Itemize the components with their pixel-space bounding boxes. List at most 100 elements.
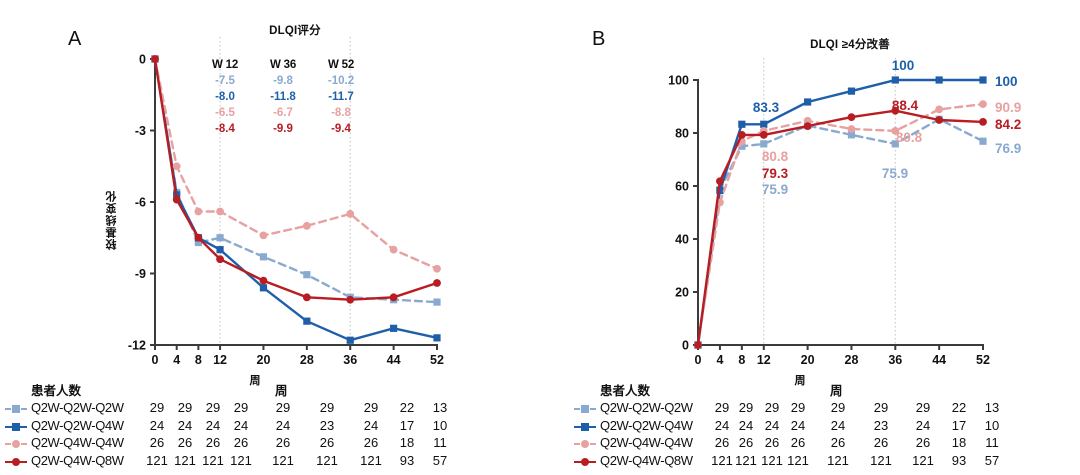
patient-count-cell: 26 xyxy=(714,435,730,450)
patient-count-cell: 26 xyxy=(790,435,806,450)
annotation-row: -8.0 -11.8 -11.7 xyxy=(196,90,370,106)
panel-b-point-label: 88.4 xyxy=(892,98,919,113)
patient-count-row: Q2W-Q2W-Q4W 24 24 24 24 24 23 24 17 10 xyxy=(0,418,540,436)
svg-text:52: 52 xyxy=(430,353,444,367)
panel-a-title: DLQI评分 xyxy=(269,25,321,37)
svg-text:44: 44 xyxy=(387,353,401,367)
patient-count-cell: 26 xyxy=(915,435,931,450)
patient-count-cell: 26 xyxy=(873,435,889,450)
patient-count-cell: 29 xyxy=(714,400,730,415)
patient-count-cell: 24 xyxy=(915,417,931,433)
patient-count-cell: 24 xyxy=(275,417,291,433)
patient-count-x-label: 周 xyxy=(830,384,843,398)
panel-b-title: DLQI ≥4分改善 xyxy=(810,39,890,51)
panel-a-annotation-table: W 12 W 36 W 52 -7.5 -9.8 -10.2 -8.0 -11.8 -11.7-… xyxy=(196,58,370,138)
annotation-value: -7.5 xyxy=(215,75,235,87)
patient-count-title: 患者人数 xyxy=(600,384,651,398)
legend-label-3: Q2W-Q4W-Q4W xyxy=(31,435,124,450)
annotation-value: -8.8 xyxy=(331,107,351,119)
patient-count-cell: 26 xyxy=(363,435,379,450)
svg-text:52: 52 xyxy=(976,353,990,367)
legend-marker-2 xyxy=(5,422,27,431)
panel-b-point-label: 83.3 xyxy=(753,100,780,115)
patient-count-cell: 29 xyxy=(830,400,846,415)
panel-b-point-label: 80.8 xyxy=(896,130,923,145)
patient-count-row: Q2W-Q2W-Q2W 29 29 29 29 29 29 29 22 13 xyxy=(0,400,540,418)
patient-count-cell: 121 xyxy=(272,452,294,468)
panel-b-patient-count-table: 患者人数周 Q2W-Q2W-Q2W 29 29 29 29 29 29 29 22 13 Q2W-Q2… xyxy=(540,378,1080,475)
panel-b-point-label: 79.3 xyxy=(762,166,789,181)
patient-count-cell: 26 xyxy=(205,435,221,450)
patient-count-row: Q2W-Q2W-Q2W 29 29 29 29 29 29 29 22 13 xyxy=(540,400,1080,418)
svg-text:8: 8 xyxy=(738,353,745,367)
svg-text:4: 4 xyxy=(173,353,180,367)
annotation-value: -9.8 xyxy=(273,75,293,87)
patient-count-cell: 13 xyxy=(432,400,448,415)
patient-count-cell: 10 xyxy=(984,417,1000,433)
patient-count-row: Q2W-Q4W-Q8W 121 121 121 121 121 121 121 93 57 xyxy=(0,453,540,471)
legend-marker-1 xyxy=(574,405,596,413)
annotation-header-1: W 12 xyxy=(211,59,239,71)
patient-count-cell: 26 xyxy=(275,435,291,450)
annotation-value: -6.5 xyxy=(215,107,235,119)
panel-b-x-axis-label: 周 xyxy=(794,375,806,387)
svg-text:20: 20 xyxy=(675,286,689,300)
patient-count-cell: 121 xyxy=(735,452,757,468)
patient-count-cell: 29 xyxy=(205,400,221,415)
patient-count-cell: 121 xyxy=(202,452,224,468)
patient-count-row: Q2W-Q4W-Q4W 26 26 26 26 26 26 26 18 11 xyxy=(0,435,540,453)
patient-count-cell: 26 xyxy=(319,435,335,450)
patient-count-cell: 22 xyxy=(951,400,967,415)
annotation-value: -6.7 xyxy=(273,107,293,119)
patient-count-cell: 11 xyxy=(433,435,447,450)
svg-text:12: 12 xyxy=(757,353,771,367)
svg-text:0: 0 xyxy=(139,53,146,67)
patient-count-row: Q2W-Q4W-Q4W 26 26 26 26 26 26 26 18 11 xyxy=(540,435,1080,453)
patient-count-cell: 24 xyxy=(764,417,780,433)
svg-text:-12: -12 xyxy=(128,339,146,353)
panel-b-point-label: 75.9 xyxy=(762,182,788,197)
patient-count-cell: 29 xyxy=(915,400,931,415)
patient-count-cell: 17 xyxy=(951,417,967,433)
patient-count-cell: 29 xyxy=(363,400,379,415)
patient-count-cell: 121 xyxy=(711,452,733,468)
patient-count-cell: 18 xyxy=(399,435,415,450)
patient-count-cell: 121 xyxy=(870,452,892,468)
legend-marker-3 xyxy=(574,440,596,448)
patient-count-cell: 24 xyxy=(149,417,165,433)
patient-count-cell: 121 xyxy=(827,452,849,468)
patient-count-cell: 24 xyxy=(177,417,193,433)
patient-count-cell: 26 xyxy=(764,435,780,450)
patient-count-cell: 17 xyxy=(399,417,415,433)
legend-label-4: Q2W-Q4W-Q8W xyxy=(600,452,693,468)
svg-text:20: 20 xyxy=(257,353,271,367)
svg-text:0: 0 xyxy=(695,353,702,367)
patient-count-row: Q2W-Q4W-Q8W 121 121 121 121 121 121 121 93 57 xyxy=(540,453,1080,471)
annotation-value: -9.4 xyxy=(331,123,351,135)
panel-a: A DLQI评分 较基线变化 周 0 -3 -6 -9 -12 0 4 8 12 20 28 36 44… xyxy=(68,25,444,387)
patient-count-cell: 11 xyxy=(985,435,999,450)
patient-count-cell: 29 xyxy=(233,400,249,415)
patient-count-cell: 10 xyxy=(432,417,448,433)
svg-text:36: 36 xyxy=(343,353,357,367)
patient-count-cell: 121 xyxy=(174,452,196,468)
patient-count-cell: 18 xyxy=(951,435,967,450)
patient-count-row: Q2W-Q2W-Q4W 24 24 24 24 24 23 24 17 10 xyxy=(540,418,1080,436)
panel-a-patient-count-table: 患者人数周 Q2W-Q2W-Q2W 29 29 29 29 29 29 29 22 13 Q2W-Q2… xyxy=(0,378,540,475)
annotation-header-row: W 12 W 36 W 52 xyxy=(196,58,370,74)
patient-count-cell: 26 xyxy=(738,435,754,450)
legend-label-4: Q2W-Q4W-Q8W xyxy=(31,452,124,468)
annotation-row: -8.4 -9.9 -9.4 xyxy=(196,122,370,138)
legend-marker-4 xyxy=(5,457,27,466)
patient-count-cell: 121 xyxy=(360,452,382,468)
panel-b-plot: 0 20 40 60 80 100 0 4 8 12 20 28 36 44 52 83.3 100 100 88.… xyxy=(540,0,1080,380)
patient-count-cell: 29 xyxy=(873,400,889,415)
patient-count-cell: 26 xyxy=(830,435,846,450)
patient-count-cell: 29 xyxy=(149,400,165,415)
svg-text:44: 44 xyxy=(932,353,946,367)
patient-count-x-label: 周 xyxy=(275,384,288,398)
panel-b-point-label: 75.9 xyxy=(882,166,908,181)
annotation-value: -11.8 xyxy=(270,91,296,103)
svg-text:20: 20 xyxy=(801,353,815,367)
patient-count-cell: 26 xyxy=(149,435,165,450)
